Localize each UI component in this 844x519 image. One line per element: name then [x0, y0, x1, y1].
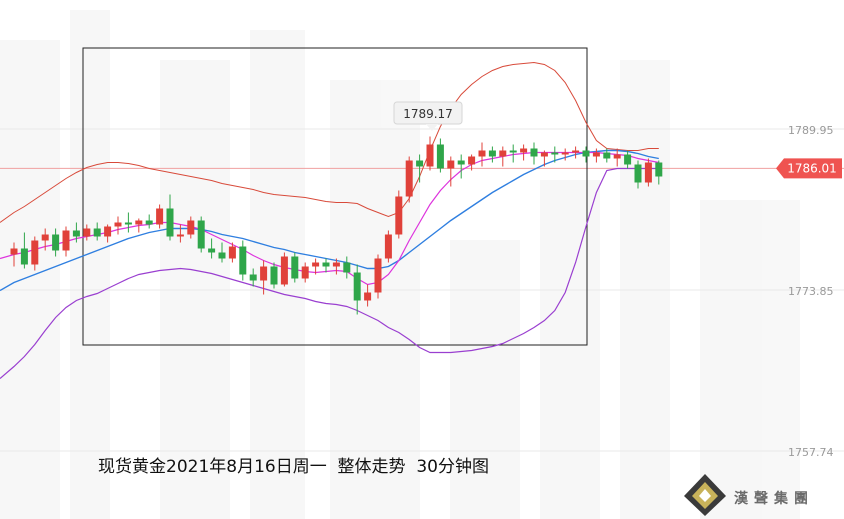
candle-body — [416, 160, 424, 167]
moving-average-blue-line — [0, 149, 659, 292]
candle-body — [270, 266, 278, 285]
candle-body — [124, 222, 132, 225]
candle-body — [62, 230, 70, 251]
candle-body — [478, 150, 486, 157]
candle-body — [447, 160, 455, 169]
candle-body — [20, 248, 28, 265]
candle-body — [613, 154, 621, 159]
candle-body — [561, 152, 569, 155]
candle-body — [218, 252, 226, 259]
price-label-top: 1789.95 — [788, 124, 834, 137]
candle-body — [312, 262, 320, 267]
candle-body — [291, 256, 299, 279]
bollinger-lower-line — [0, 167, 659, 379]
candle-body — [426, 144, 434, 167]
background-watermark — [0, 10, 800, 519]
candle-body — [384, 234, 392, 259]
candle-body — [634, 164, 642, 183]
candle-body — [72, 230, 80, 237]
candle-body — [239, 246, 247, 275]
company-logo-text: 漢聲集團 — [734, 491, 814, 507]
candle-body — [436, 144, 444, 169]
candle-body — [499, 150, 507, 157]
bollinger-upper-line — [0, 61, 659, 223]
candle-body — [52, 234, 60, 251]
candle-body — [624, 154, 632, 165]
candle-body — [572, 150, 580, 153]
current-price-tag: 1786.01 — [776, 158, 842, 179]
candle-body — [468, 156, 476, 165]
moving-average-pink-line — [0, 151, 659, 286]
candle-body — [41, 234, 49, 241]
chart-caption: 现货黄金2021年8月16日周一 整体走势 30分钟图 — [98, 457, 489, 477]
candle-body — [156, 208, 164, 225]
candle-body — [31, 240, 39, 265]
candle-body — [280, 256, 288, 285]
candle-body — [457, 160, 465, 165]
candle-body — [145, 220, 153, 225]
high-annotation-text: 1789.17 — [403, 107, 453, 121]
candle-body — [332, 262, 340, 267]
candle-body — [520, 148, 528, 153]
candle-body — [322, 262, 330, 267]
candle-body — [603, 152, 611, 159]
high-annotation: 1789.17 — [393, 101, 463, 131]
candle-body — [343, 262, 351, 273]
candle-body — [364, 292, 372, 301]
candle-body — [83, 228, 91, 237]
candle-body — [197, 220, 205, 249]
candlestick-series — [10, 136, 663, 315]
candle-body — [249, 274, 257, 281]
candle-body — [551, 152, 559, 155]
candle-body — [176, 234, 184, 237]
candle-body — [135, 220, 143, 225]
company-logo-icon — [684, 474, 726, 516]
candle-body — [260, 266, 268, 281]
candle-body — [353, 272, 361, 301]
candle-body — [582, 150, 590, 157]
candle-body — [488, 150, 496, 157]
candle-body — [187, 220, 195, 235]
candle-body — [592, 152, 600, 157]
candle-body — [208, 248, 216, 253]
candle-body — [509, 150, 517, 153]
candle-body — [93, 228, 101, 237]
candle-body — [10, 248, 18, 255]
candle-body — [104, 226, 112, 237]
candle-body — [228, 246, 236, 259]
current-price-text: 1786.01 — [787, 161, 837, 175]
candle-body — [395, 196, 403, 235]
candle-body — [405, 160, 413, 197]
price-label-bottom: 1757.74 — [788, 446, 834, 459]
candle-body — [540, 152, 548, 157]
price-label-middle: 1773.85 — [788, 285, 834, 298]
candle-body — [374, 258, 382, 293]
candle-body — [644, 162, 652, 183]
candle-body — [166, 208, 174, 237]
candle-body — [301, 266, 309, 279]
candle-body — [530, 148, 538, 157]
candle-body — [655, 162, 663, 177]
highlight-box — [82, 47, 588, 346]
candle-body — [114, 222, 122, 227]
